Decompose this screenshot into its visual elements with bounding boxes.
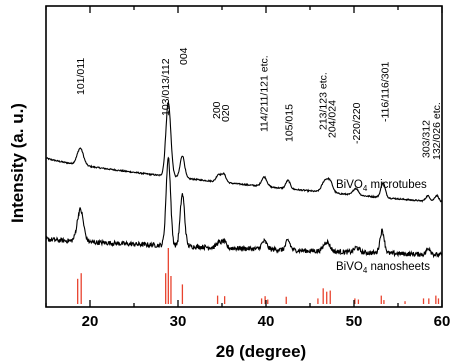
- series-label-nanosheets: BiVO4 nanosheets: [336, 261, 430, 275]
- peak-annotation: 114/211/121 etc.: [259, 55, 271, 132]
- peak-annotation: -220/220: [351, 102, 363, 144]
- peak-annotation: -116/116/301: [379, 62, 391, 122]
- peak-annotation: 105/015: [283, 104, 295, 142]
- peak-annotation: 132/026 etc.: [431, 102, 443, 160]
- x-axis-title: 2θ (degree): [216, 342, 306, 361]
- x-tick-label: 30: [170, 313, 187, 330]
- series-line-nanosheets: [46, 158, 442, 257]
- series-label-microtubes: BiVO4 microtubes: [336, 179, 427, 193]
- reference-lines: [78, 248, 439, 304]
- peak-annotation: 101/011: [75, 58, 87, 95]
- x-tick-label: 50: [346, 313, 363, 330]
- peak-annotation: 103/013/112: [160, 58, 172, 116]
- peak-annotation: 020: [220, 104, 232, 122]
- x-tick-label: 40: [258, 313, 275, 330]
- x-tick-label: 20: [82, 313, 99, 330]
- y-axis-title: Intensity (a. u.): [8, 103, 27, 223]
- peak-annotation: 004: [178, 47, 190, 65]
- x-axis: 20 30 40 50 60: [46, 6, 450, 330]
- x-tick-label: 60: [434, 313, 451, 330]
- peak-annotation: 204/024: [327, 100, 339, 138]
